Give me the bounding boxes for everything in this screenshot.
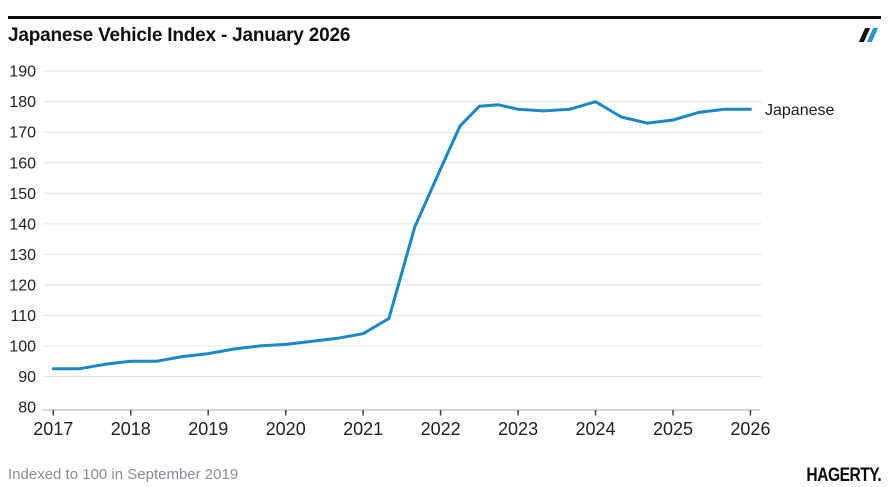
chart-title: Japanese Vehicle Index - January 2026 xyxy=(8,25,351,46)
hagerty-slashes-icon xyxy=(858,28,879,42)
x-tick-label-2025: 2025 xyxy=(653,419,693,439)
y-tick-label-80: 80 xyxy=(18,400,36,417)
x-tick-label-2019: 2019 xyxy=(188,419,228,439)
x-tick-label-2022: 2022 xyxy=(421,419,461,439)
x-tick-label-2024: 2024 xyxy=(575,419,615,439)
hagerty-logo: HAGERTY. xyxy=(806,465,881,486)
x-tick-label-2021: 2021 xyxy=(343,419,383,439)
y-tick-label-180: 180 xyxy=(9,94,36,111)
y-tick-label-90: 90 xyxy=(18,369,36,386)
chart-svg: 80 90 100 110 120 130 140 150 160 170 180 190 2017 20… xyxy=(9,64,834,439)
x-tick-label-2020: 2020 xyxy=(266,419,306,439)
x-tick-label-2018: 2018 xyxy=(111,419,151,439)
y-tick-label-140: 140 xyxy=(9,216,36,233)
y-tick-label-150: 150 xyxy=(9,186,36,203)
x-tick-label-2026: 2026 xyxy=(730,419,770,439)
y-tick-label-190: 190 xyxy=(9,64,36,81)
top-rule xyxy=(8,16,881,19)
series-line-japanese xyxy=(51,100,752,371)
x-tick-label-2017: 2017 xyxy=(33,419,73,439)
x-tick-label-2023: 2023 xyxy=(498,419,538,439)
y-tick-label-170: 170 xyxy=(9,125,36,142)
series-label-japanese: Japanese xyxy=(765,102,834,119)
y-tick-label-130: 130 xyxy=(9,247,36,264)
index-note: Indexed to 100 in September 2019 xyxy=(8,466,239,483)
y-tick-label-110: 110 xyxy=(10,308,36,325)
y-tick-label-100: 100 xyxy=(9,338,36,355)
y-tick-label-120: 120 xyxy=(9,277,36,294)
y-tick-label-160: 160 xyxy=(9,155,36,172)
